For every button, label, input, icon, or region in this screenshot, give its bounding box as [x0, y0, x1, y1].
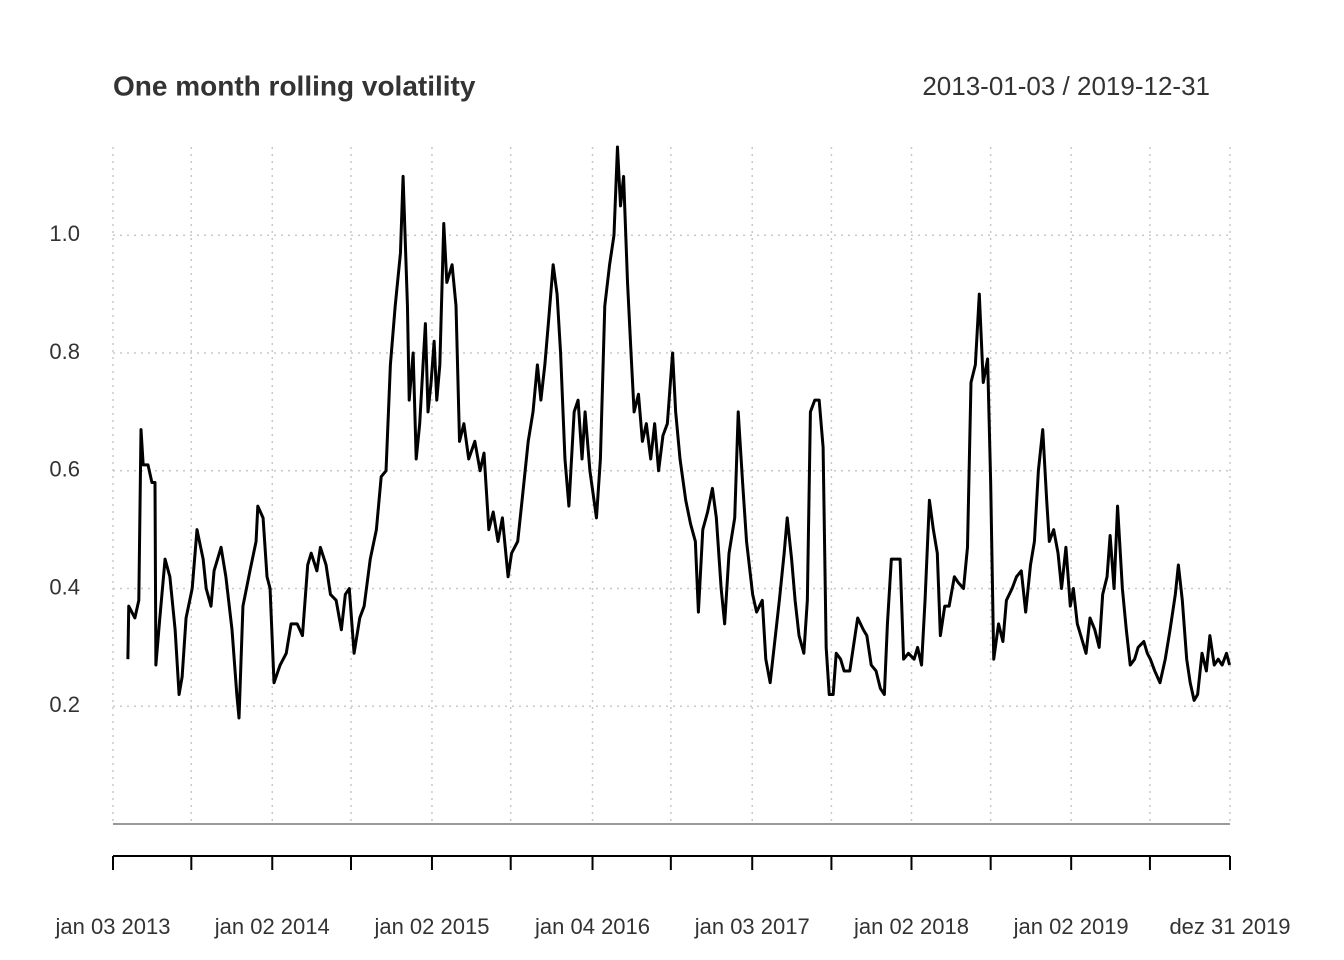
y-tick-label: 0.6 — [49, 457, 80, 482]
chart-title: One month rolling volatility — [113, 70, 476, 101]
y-tick-label: 1.0 — [49, 221, 80, 246]
x-tick-label: jan 02 2019 — [1013, 914, 1129, 939]
x-tick-label: jan 03 2017 — [694, 914, 810, 939]
y-tick-label: 0.2 — [49, 692, 80, 717]
chart-subtitle: 2013-01-03 / 2019-12-31 — [922, 71, 1210, 101]
x-tick-label: jan 03 2013 — [55, 914, 171, 939]
data-line — [126, 145, 1232, 720]
y-tick-label: 0.8 — [49, 339, 80, 364]
y-tick-label: 0.4 — [49, 574, 80, 599]
x-tick-label: jan 04 2016 — [534, 914, 650, 939]
x-tick-label: jan 02 2014 — [214, 914, 330, 939]
x-tick-label: jan 02 2018 — [853, 914, 969, 939]
x-tick-label: jan 02 2015 — [373, 914, 489, 939]
x-tick-label: dez 31 2019 — [1169, 914, 1290, 939]
